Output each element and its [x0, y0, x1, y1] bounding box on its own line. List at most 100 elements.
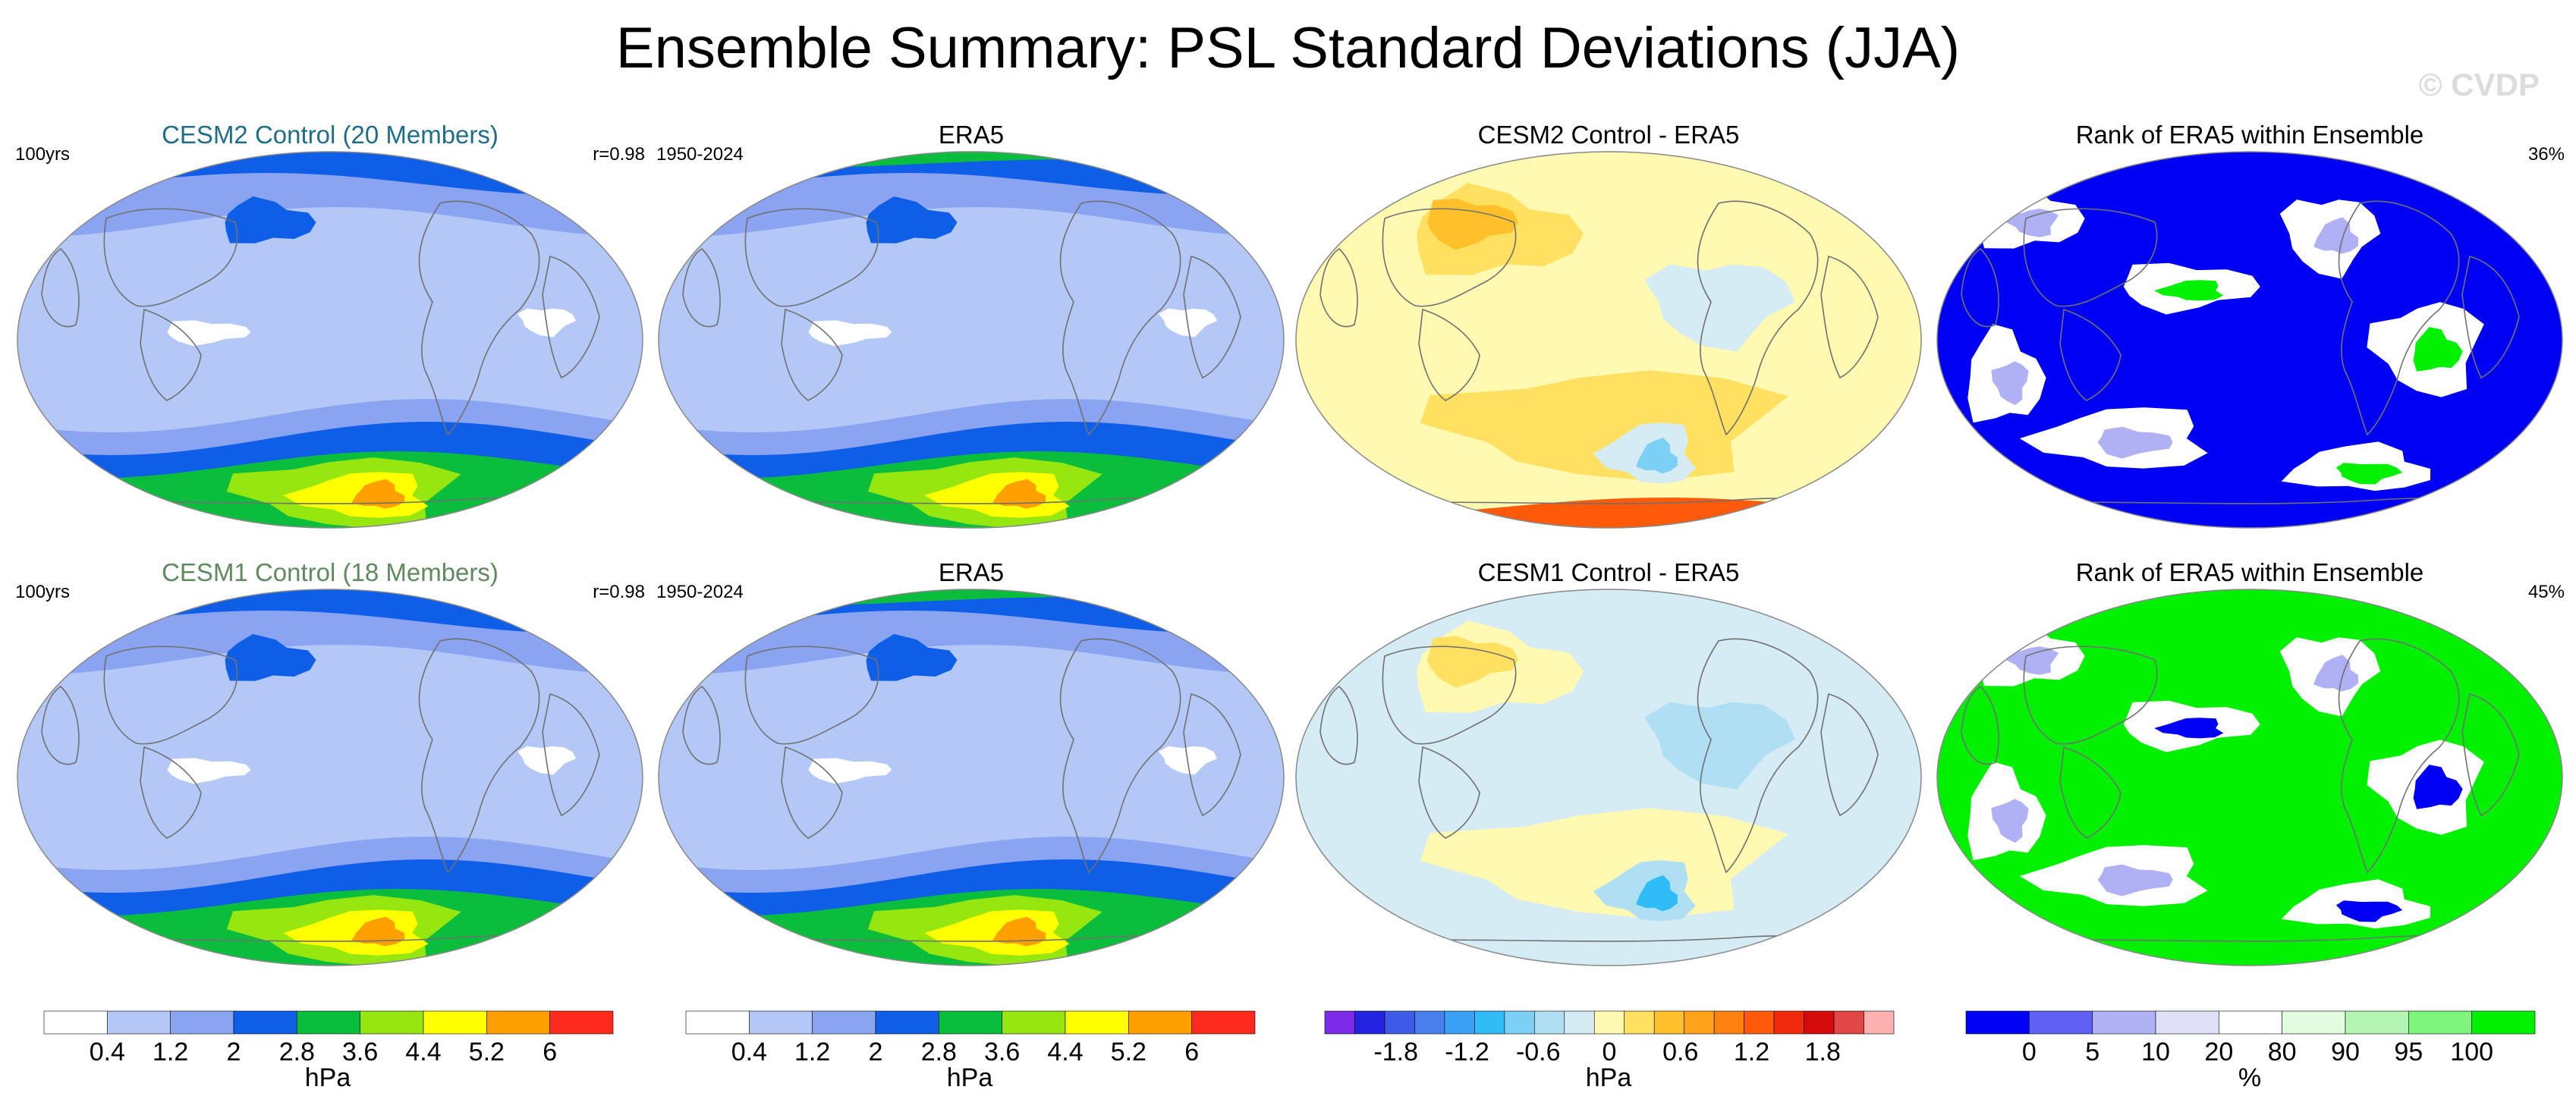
coastline [41, 685, 80, 765]
coastline [1820, 255, 1879, 379]
coastline [542, 255, 600, 379]
map-panel: CESM1 Control - ERA5 [1294, 558, 1923, 967]
robinson-map [1295, 151, 1922, 529]
colorbar-tick-label: 3.6 [342, 1038, 379, 1066]
colorbar-swatch [1684, 1010, 1715, 1035]
coastline [1418, 746, 1480, 839]
map-field [1937, 152, 2562, 528]
coastline [1183, 693, 1241, 817]
map-panel: ERA5 1950-2024 [656, 120, 1286, 529]
colorbar-swatch [360, 1010, 424, 1035]
colorbar-swatch [1534, 1010, 1565, 1035]
colorbar-tick-label: 1.8 [1804, 1038, 1841, 1066]
diff-anomaly-positive [1420, 808, 1789, 919]
colorbar-swatch [1653, 1010, 1684, 1035]
coastline [2461, 255, 2520, 379]
coastline [1059, 638, 1181, 874]
coastline [682, 685, 721, 765]
rank-region-extreme [2097, 426, 2173, 459]
sd-tropic-white [167, 758, 251, 784]
colorbar-swatch [1504, 1010, 1535, 1035]
colorbar-tick-label: 5.2 [468, 1038, 505, 1066]
colorbar-tick-label: 5 [2085, 1038, 2100, 1066]
colorbar-tick-label: 0.4 [89, 1038, 125, 1066]
colorbar-swatch [2092, 1010, 2156, 1035]
colorbar-swatch [812, 1010, 876, 1035]
colorbar-swatch [2282, 1010, 2346, 1035]
panel-period-label: 100yrs [15, 582, 71, 602]
colorbar-tick-label: 6 [1184, 1038, 1200, 1066]
coastline [744, 208, 879, 307]
coastline [2059, 746, 2122, 839]
coastline [1697, 638, 1819, 874]
colorbar-tick-label: 0 [1602, 1038, 1617, 1066]
robinson-map [17, 151, 643, 529]
map-border [17, 151, 643, 529]
sd-contour-max [992, 916, 1046, 947]
coastline [103, 208, 238, 307]
colorbar-swatch [1444, 1010, 1475, 1035]
colorbar-swatch [43, 1010, 108, 1035]
coastline [41, 247, 80, 328]
colorbar-swatch [749, 1010, 813, 1035]
coastline [1059, 200, 1181, 436]
sd-contour-max [992, 479, 1046, 509]
colorbar-tick-label: 0.6 [1662, 1038, 1699, 1066]
diff-anomaly-antarctic [1296, 498, 1921, 528]
colorbar-swatch [297, 1010, 360, 1035]
diff-anomaly-positive-core [1426, 198, 1518, 250]
map-panel: CESM2 Control (20 Members) 100yrs r=0.98 [15, 120, 645, 529]
colorbar-swatch [1002, 1010, 1066, 1035]
map-field [1296, 589, 1921, 966]
rank-region-extreme [2154, 718, 2224, 739]
colorbar-tick-label: 20 [2204, 1038, 2234, 1066]
coastline [1382, 645, 1517, 745]
map-border [1936, 589, 2563, 966]
colorbar-swatch [1065, 1010, 1129, 1035]
panel-stat-label: r=0.98 [593, 144, 645, 165]
colorbar-swatch [1474, 1010, 1505, 1035]
coastline [781, 746, 843, 839]
colorbar-swatch [2345, 1010, 2409, 1035]
panel-title: CESM1 Control - ERA5 [1477, 558, 1740, 586]
panel-period-label: 1950-2024 [656, 582, 744, 602]
colorbar-swatches [1324, 1010, 1895, 1035]
sd-contour-max [351, 479, 405, 509]
coastline [418, 200, 540, 436]
rank-region-extreme [2335, 900, 2403, 922]
robinson-map [17, 589, 643, 966]
robinson-map [658, 151, 1285, 529]
sd-pacific-low [866, 633, 958, 681]
sd-contour-max [351, 916, 405, 947]
rank-region-extreme [2005, 209, 2059, 237]
diff-anomaly-negative [1644, 702, 1795, 790]
map-border [17, 589, 643, 966]
colorbar-swatch [1804, 1010, 1835, 1035]
sd-tropic-white [808, 320, 892, 347]
colorbar-tick-label: 4.4 [405, 1038, 442, 1066]
coastline [2461, 693, 2520, 817]
coastline [682, 247, 721, 328]
colorbar-swatch [2155, 1010, 2219, 1035]
colorbar-swatches [1965, 1010, 2536, 1035]
colorbar-swatch [486, 1010, 550, 1035]
panel-title: ERA5 [938, 558, 1005, 586]
rank-region-extreme [1991, 799, 2029, 843]
panel-title: Rank of ERA5 within Ensemble [2075, 558, 2424, 586]
colorbar-swatch [1965, 1010, 2030, 1035]
colorbar-tick-label: 100 [2450, 1038, 2494, 1066]
colorbar-unit: hPa [946, 1063, 993, 1092]
coastline [2059, 308, 2122, 401]
colorbar-tick-label: 2 [226, 1038, 241, 1066]
colorbar-tick-label: 2.8 [278, 1038, 315, 1066]
rank-region-extreme [2154, 280, 2224, 301]
sd-pacific-low [866, 196, 958, 243]
coastline [1319, 685, 1358, 765]
coastline [1382, 208, 1517, 307]
colorbar-tick-label: 2 [868, 1038, 883, 1066]
coastline [140, 308, 202, 401]
robinson-map [1936, 589, 2563, 966]
watermark: © CVDP [2418, 67, 2540, 102]
coastline [744, 645, 879, 745]
colorbar-swatch [1773, 1010, 1804, 1035]
